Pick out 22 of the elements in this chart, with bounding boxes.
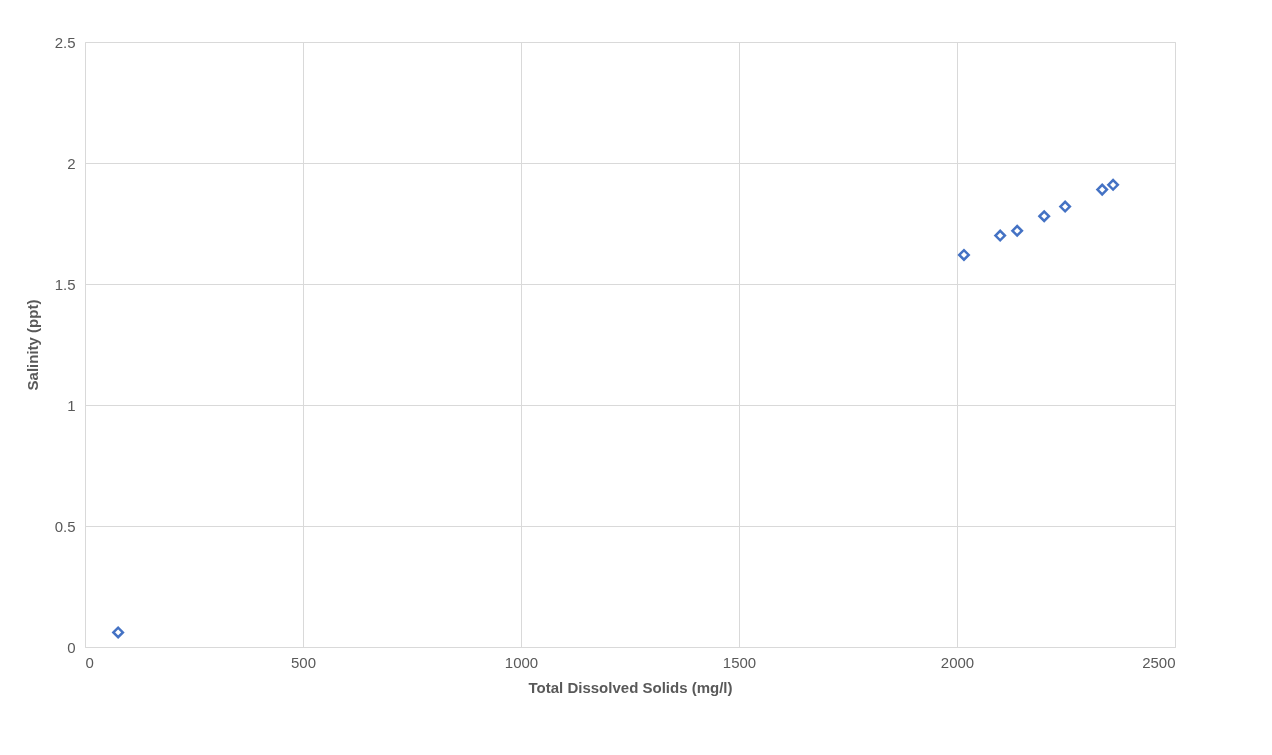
y-tick-label: 0 — [67, 638, 76, 656]
point — [957, 248, 970, 261]
x-tick-label: 2000 — [940, 653, 975, 671]
y-tick-label: 1 — [67, 396, 76, 414]
point — [994, 229, 1007, 242]
point — [112, 626, 125, 639]
x-tick-label: 1500 — [722, 653, 757, 671]
y-axis-title: Salinity (ppt) — [23, 299, 41, 391]
point — [1107, 178, 1120, 191]
x-tick-label: 2500 — [1142, 653, 1176, 671]
point — [1011, 224, 1024, 237]
x-tick-label: 0 — [85, 653, 94, 671]
x-tick-label: 1000 — [504, 653, 539, 671]
y-tick-label: 2 — [67, 154, 76, 172]
y-tick-label: 1.5 — [54, 275, 76, 293]
point — [1059, 200, 1072, 213]
x-axis-title: Total Dissolved Solids (mg/l) — [528, 678, 733, 696]
point — [1096, 183, 1109, 196]
point — [1038, 210, 1051, 223]
y-tick-label: 2.5 — [54, 33, 76, 51]
x-tick-label: 500 — [290, 653, 317, 671]
y-tick-label: 0.5 — [54, 517, 76, 535]
